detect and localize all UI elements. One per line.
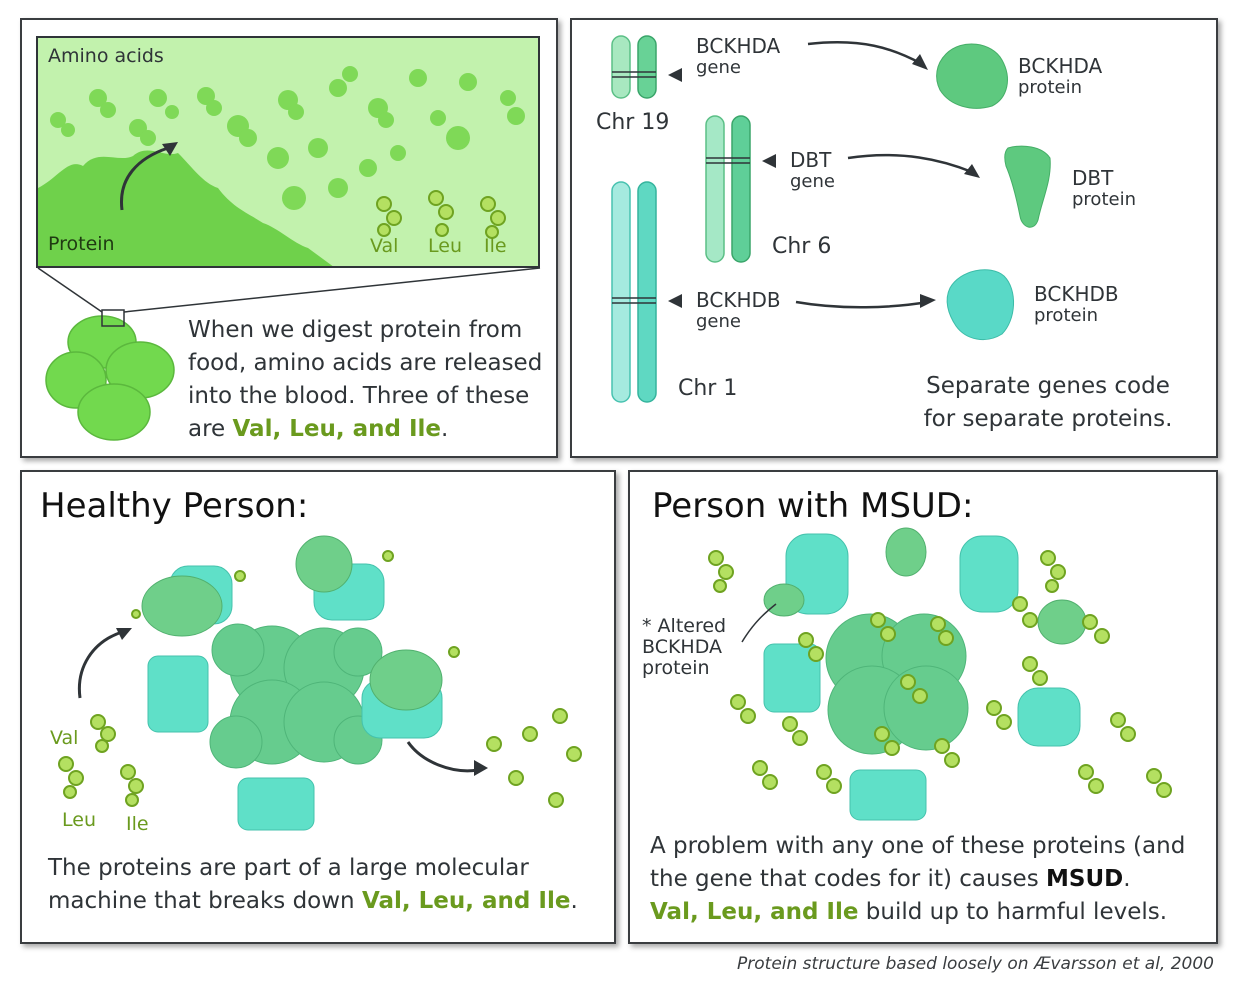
uptake-arrow bbox=[77, 630, 123, 699]
genes-art bbox=[611, 35, 1051, 403]
protein-label: Protein bbox=[48, 233, 115, 255]
chr19-label: Chr 19 bbox=[596, 110, 670, 135]
msud-panel: Person with MSUD: bbox=[628, 470, 1218, 944]
altered-protein-label: * Altered BCKHDA protein bbox=[642, 615, 727, 679]
chromosome-1 bbox=[611, 181, 682, 403]
protein-bckhdb-label: BCKHDB protein bbox=[1034, 282, 1119, 327]
bckhda-protein bbox=[936, 43, 1008, 109]
healthy-person-panel: Healthy Person: bbox=[20, 470, 616, 944]
ile-label: Ile bbox=[126, 813, 149, 835]
healthy-title: Healthy Person: bbox=[40, 486, 309, 526]
labeled-amino-acids bbox=[376, 190, 506, 239]
gene-dbt-label: DBT gene bbox=[790, 148, 835, 193]
gene-bckhda-label: BCKHDA gene bbox=[696, 34, 781, 79]
protein-bckhda-label: BCKHDA protein bbox=[1018, 54, 1103, 99]
release-arrow bbox=[120, 146, 169, 211]
green-subunits bbox=[141, 535, 443, 711]
chr1-label: Chr 1 bbox=[678, 376, 738, 401]
zoom-connector bbox=[37, 267, 541, 441]
bckhdb-protein bbox=[946, 269, 1015, 341]
release-arrow bbox=[406, 741, 479, 773]
chr6-label: Chr 6 bbox=[772, 234, 832, 259]
val-label: Val bbox=[370, 235, 399, 257]
chromosome-19 bbox=[611, 35, 682, 99]
dbt-protein bbox=[1004, 145, 1051, 228]
amino-acid-fragments bbox=[50, 66, 525, 210]
genes-panel: BCKHDA gene Chr 19 BCKHDA protein DBT ge… bbox=[570, 18, 1218, 458]
val-leu-ile-highlight: Val, Leu, and Ile bbox=[361, 888, 571, 914]
green-subunits bbox=[763, 527, 1087, 645]
amino-acid-panel: Amino acids Protein Val Leu Ile When we … bbox=[20, 18, 558, 458]
val-label: Val bbox=[50, 727, 79, 749]
accumulated-amino-acids bbox=[708, 550, 1172, 798]
amino-acids-label: Amino acids bbox=[48, 45, 164, 67]
chromosome-6 bbox=[705, 115, 776, 263]
gene-to-protein-arrows bbox=[795, 41, 973, 309]
protein-dbt-label: DBT protein bbox=[1072, 166, 1136, 211]
msud-description: A problem with any one of these proteins… bbox=[650, 833, 1186, 925]
ile-label: Ile bbox=[484, 235, 507, 257]
val-leu-ile-highlight: Val, Leu, and Ile bbox=[650, 899, 859, 925]
enzyme-core bbox=[209, 623, 383, 769]
protein-mass bbox=[38, 150, 333, 266]
zoom-inset: Amino acids Protein Val Leu Ile bbox=[36, 36, 540, 268]
whole-protein bbox=[45, 315, 175, 441]
healthy-machine-art bbox=[58, 535, 582, 831]
val-leu-ile-highlight: Val, Leu, and Ile bbox=[232, 416, 441, 442]
msud-machine-art bbox=[708, 527, 1172, 821]
msud-term: MSUD bbox=[1046, 866, 1124, 892]
inset-art bbox=[38, 66, 525, 266]
leu-label: Leu bbox=[428, 235, 462, 257]
gene-bckhdb-label: BCKHDB gene bbox=[696, 288, 781, 333]
leu-label: Leu bbox=[62, 809, 96, 831]
msud-title: Person with MSUD: bbox=[652, 486, 974, 526]
amino-acid-molecules bbox=[58, 550, 582, 808]
credit-line: Protein structure based loosely on Ævars… bbox=[737, 954, 1214, 974]
healthy-description: The proteins are part of a large molecul… bbox=[48, 855, 578, 914]
altered-pointer-line bbox=[741, 603, 777, 643]
digestion-description: When we digest protein from food, amino … bbox=[188, 317, 543, 442]
genes-caption: Separate genes code for separate protein… bbox=[923, 373, 1173, 432]
